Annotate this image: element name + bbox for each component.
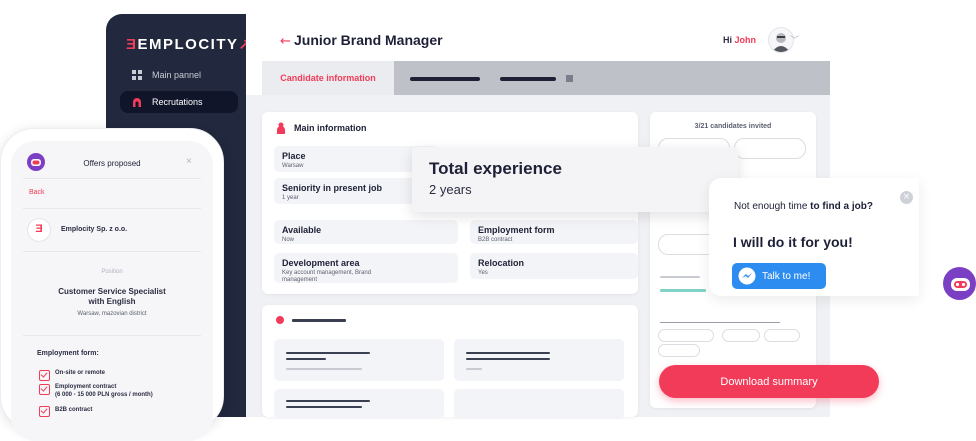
tooltip-value: 2 years	[429, 182, 472, 197]
company-logo: Ǝ	[27, 218, 51, 242]
progress-line	[660, 289, 706, 292]
phone-header-title: Offers proposed	[83, 159, 141, 168]
phone-screen: Offers proposed × Back Ǝ Emplocity Sp. z…	[11, 141, 213, 441]
sidebar-item-label: Recrutations	[152, 97, 203, 107]
company-name: Emplocity Sp. z o.o.	[61, 226, 128, 233]
greeting: Hi John	[723, 35, 757, 45]
divider	[23, 208, 201, 209]
checkbox-icon	[39, 406, 50, 417]
employment-item-detail: (6 000 - 15 000 PLN gross / month)	[55, 392, 153, 398]
person-icon	[277, 122, 285, 134]
tab-placeholder[interactable]	[500, 77, 556, 81]
checkbox-icon	[39, 384, 50, 395]
chevron-down-icon[interactable]: ﹀	[790, 36, 800, 46]
field-available: Available Now	[274, 220, 458, 244]
position-location: Warsaw, mazovian district	[77, 311, 147, 317]
messenger-icon	[738, 267, 756, 285]
divider	[23, 335, 201, 336]
chat-prompt: Not enough time to find a job?	[734, 201, 873, 212]
section-heading: Main information	[294, 123, 367, 133]
back-arrow-icon[interactable]: ←	[280, 34, 291, 49]
skeleton-line	[660, 322, 780, 323]
user-name: John	[734, 35, 757, 45]
candidate-pill[interactable]	[722, 329, 760, 342]
field-relocation: Relocation Yes	[470, 253, 638, 279]
tooltip-title: Total experience	[429, 159, 562, 178]
recruitment-icon	[133, 98, 141, 107]
divider	[23, 251, 201, 252]
section-dot-icon	[276, 316, 284, 324]
skeleton-card	[262, 305, 638, 419]
employment-item: On-site or remote	[55, 370, 106, 376]
skeleton-tile	[454, 389, 624, 419]
employment-form-heading: Employment form:	[37, 350, 99, 357]
field-seniority: Seniority in present job 1 year	[274, 178, 438, 204]
chatbot-icon[interactable]	[943, 267, 976, 300]
position-caption: Position	[101, 269, 123, 275]
chat-popup: Not enough time to find a job? I will do…	[709, 178, 919, 296]
chat-headline: I will do it for you!	[733, 234, 853, 250]
close-icon[interactable]: ×	[900, 191, 913, 204]
candidate-pill[interactable]	[658, 329, 714, 342]
skeleton-tile	[454, 339, 624, 381]
employment-item: B2B contract	[55, 407, 93, 413]
position-title: Customer Service Specialist with English	[58, 287, 166, 306]
field-employment-form: Employment form B2B contract	[470, 220, 638, 244]
grid-icon	[132, 70, 142, 80]
checkbox-icon	[39, 370, 50, 381]
tab-candidate-information[interactable]: Candidate information	[262, 61, 394, 95]
download-summary-button[interactable]: Download summary	[659, 365, 879, 398]
divider	[23, 178, 201, 179]
tab-placeholder-square	[566, 75, 573, 82]
candidate-pill[interactable]	[734, 138, 806, 159]
sidebar-item-label: Main pannel	[152, 70, 202, 80]
candidate-pill[interactable]	[764, 329, 800, 342]
field-place: Place Warsaw	[274, 146, 438, 172]
sidebar-item-recrutations[interactable]: Recrutations	[120, 91, 238, 113]
sidebar-item-main-pannel[interactable]: Main pannel	[120, 64, 238, 86]
skeleton-line	[660, 276, 700, 278]
tab-placeholder[interactable]	[410, 77, 480, 81]
skeleton-tile	[274, 339, 444, 381]
close-icon[interactable]: ×	[186, 156, 192, 167]
candidates-invited-count: 3/21 candidates invited	[694, 123, 772, 130]
phone-mockup: Offers proposed × Back Ǝ Emplocity Sp. z…	[0, 128, 224, 441]
skeleton-tile	[274, 389, 444, 419]
page-title: Junior Brand Manager	[294, 32, 443, 48]
back-link[interactable]: Back	[29, 189, 45, 196]
candidate-pill[interactable]	[658, 344, 700, 357]
employment-item: Employment contract	[55, 384, 117, 390]
talk-to-me-button[interactable]: Talk to me!	[732, 263, 826, 289]
total-experience-tooltip: Total experience 2 years	[412, 147, 738, 212]
avatar[interactable]	[768, 27, 794, 53]
field-development-area: Development area Key account management, …	[274, 253, 458, 283]
chatbot-icon	[27, 153, 45, 171]
emplocity-logo[interactable]: ƎEMPLOCITY↗	[126, 36, 251, 53]
skeleton-heading	[292, 319, 346, 322]
